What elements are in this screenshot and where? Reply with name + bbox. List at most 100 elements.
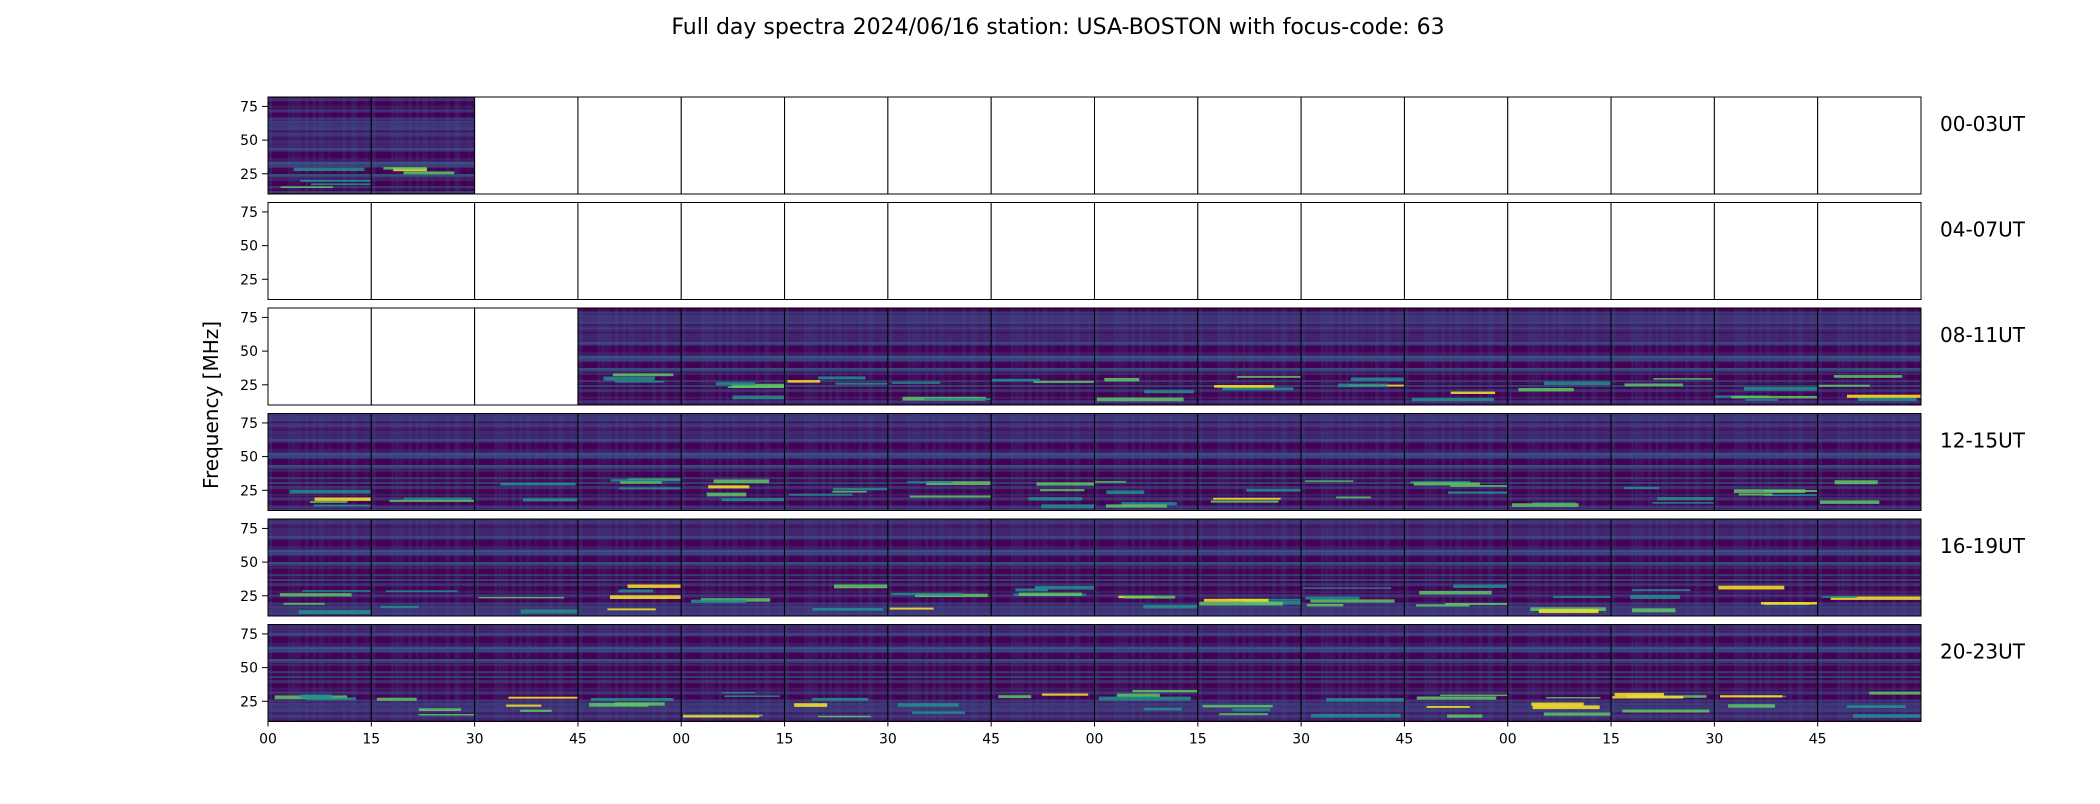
spectrogram-panel: [1817, 413, 1922, 511]
emission-line: [1416, 604, 1470, 607]
emission-line: [1098, 696, 1191, 701]
emission-line: [300, 179, 372, 182]
emission-line: [1819, 500, 1880, 504]
y-tick-label: 25: [240, 272, 258, 288]
x-tick-label: 45: [1396, 732, 1414, 748]
emission-line: [403, 497, 472, 501]
spectrogram-panel: [267, 518, 372, 617]
spectrogram-panel: [1610, 413, 1715, 511]
emission-line: [892, 381, 941, 384]
emission-line: [834, 584, 888, 589]
spectrogram-panel: [887, 413, 992, 511]
spectrogram-panel: [1094, 518, 1199, 617]
emission-line: [1819, 384, 1870, 387]
spectrogram-panel: [887, 307, 992, 406]
emission-line: [1199, 601, 1283, 606]
spectrogram-panel: [577, 413, 682, 511]
emission-line: [590, 698, 674, 701]
spectrogram-panel: [474, 518, 579, 617]
spectrogram-panel: [1817, 518, 1922, 617]
panel-frame: [1817, 307, 1922, 406]
x-axis: 00 15 30 45 00 15 30 45 00 15 30 45 00 15 30 45: [259, 721, 1827, 748]
emission-line: [1018, 592, 1082, 596]
spectrogram-panel: [1713, 413, 1819, 511]
spectrogram-panel: [474, 413, 579, 511]
emission-line: [627, 584, 682, 588]
emission-line: [1095, 481, 1127, 483]
empty-panel: [887, 96, 992, 195]
emission-line: [731, 383, 785, 388]
emission-line: [1532, 705, 1600, 710]
y-tick-label: 75: [240, 521, 258, 537]
emission-line: [812, 608, 884, 611]
emission-line: [1106, 490, 1145, 494]
emission-line: [1034, 586, 1095, 590]
panel-row: [267, 413, 1922, 511]
x-tick-label: 00: [672, 732, 690, 748]
emission-line: [1246, 488, 1302, 492]
panel-row: [267, 307, 1922, 406]
emission-line: [500, 482, 576, 486]
emission-line: [1830, 596, 1921, 600]
empty-panel: [1817, 202, 1922, 300]
spectrogram-panel: [1197, 518, 1302, 617]
emission-line: [1236, 375, 1302, 378]
emission-line: [1846, 705, 1906, 708]
emission-line: [1657, 497, 1715, 501]
emission-line: [589, 702, 649, 707]
emission-line: [314, 504, 372, 507]
emission-line: [380, 605, 419, 609]
empty-panel: [1610, 202, 1715, 300]
spectrogram-panel: [1610, 624, 1715, 722]
emission-line: [1306, 603, 1344, 607]
emission-line: [1411, 397, 1495, 402]
emission-line: [907, 481, 953, 484]
emission-line: [1447, 714, 1483, 718]
emission-line: [1761, 602, 1818, 605]
emission-line: [618, 589, 653, 593]
emission-line: [1857, 397, 1917, 402]
spectrogram-panel: [1507, 518, 1612, 617]
emission-line: [926, 481, 991, 486]
empty-panel: [474, 307, 579, 406]
y-tick-label: 25: [240, 483, 258, 499]
panel-frame: [1817, 413, 1922, 511]
emission-line: [306, 697, 356, 701]
spectrogram-panel: [1610, 307, 1715, 406]
x-tick-label: 00: [1086, 732, 1104, 748]
empty-panel: [577, 202, 682, 300]
spectrogram-panel: [267, 624, 372, 722]
y-tick-label: 50: [240, 239, 258, 255]
x-tick-label: 00: [1499, 732, 1517, 748]
emission-line: [1143, 605, 1198, 609]
spectrogram-panel: [887, 518, 992, 617]
emission-line: [1869, 691, 1921, 695]
x-tick-label: 15: [362, 732, 380, 748]
emission-line: [1311, 713, 1401, 718]
spectrogram-panel: [1817, 307, 1922, 406]
empty-panel: [1300, 202, 1405, 300]
emission-line: [1745, 399, 1778, 401]
emission-line: [1337, 383, 1387, 388]
emission-line: [389, 499, 475, 502]
spectrogram-panel: [267, 96, 372, 195]
emission-line: [889, 607, 934, 610]
x-tick-label: 45: [569, 732, 587, 748]
emission-line: [1622, 709, 1710, 713]
empty-panel: [990, 202, 1095, 300]
y-axis-label: Frequency [MHz]: [199, 321, 223, 489]
spectrogram-panel: [1094, 624, 1199, 722]
spectrogram-panel: [1300, 624, 1405, 722]
panel-frame: [1817, 96, 1922, 195]
emission-line: [1553, 596, 1612, 598]
spectrogram-panel: [1197, 413, 1302, 511]
empty-panel: [1094, 202, 1199, 300]
y-tick-label: 75: [240, 627, 258, 643]
spectrogram-panel: [1507, 624, 1612, 722]
spectrogram-panel: [370, 518, 476, 617]
y-tick-label: 50: [240, 450, 258, 466]
emission-line: [713, 479, 769, 484]
emission-line: [1426, 706, 1470, 708]
emission-line: [1728, 704, 1775, 708]
emission-line: [794, 703, 828, 707]
